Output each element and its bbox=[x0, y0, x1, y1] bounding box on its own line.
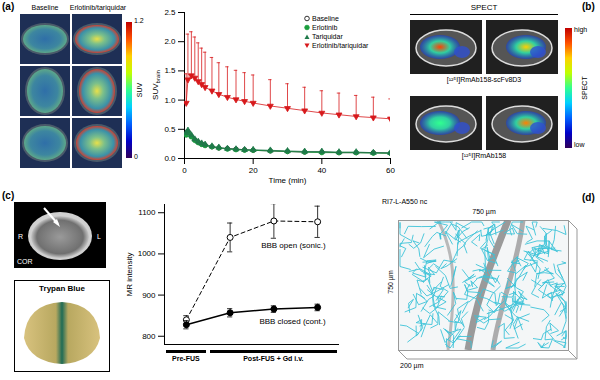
html-text:high: high bbox=[574, 26, 588, 33]
svg-text:1000: 1000 bbox=[138, 249, 156, 258]
html-text:Pre-FUS: Pre-FUS bbox=[172, 355, 200, 362]
html-text:750 µm: 750 µm bbox=[472, 208, 496, 215]
html-text:SUV: SUV bbox=[150, 83, 160, 100]
html-text:Post-FUS + Gd i.v.: Post-FUS + Gd i.v. bbox=[243, 355, 304, 362]
svg-text:1.0: 1.0 bbox=[164, 96, 176, 105]
html-text:RI7-L-A550 nc: RI7-L-A550 nc bbox=[382, 198, 428, 205]
svg-text:20: 20 bbox=[249, 166, 258, 175]
svg-text:800: 800 bbox=[142, 332, 156, 341]
svg-text:COR: COR bbox=[17, 258, 33, 265]
svg-text:0.5: 0.5 bbox=[164, 125, 176, 134]
html-text:brain: brain bbox=[155, 70, 162, 84]
html-text:(d): (d) bbox=[582, 192, 595, 203]
html-text:(c): (c) bbox=[2, 190, 15, 201]
html-text:Tariquidar: Tariquidar bbox=[312, 33, 343, 40]
svg-text:MR intensity: MR intensity bbox=[125, 252, 134, 296]
html-text:0: 0 bbox=[134, 153, 138, 160]
html-text:1.2: 1.2 bbox=[134, 17, 144, 24]
svg-text:1100: 1100 bbox=[138, 208, 156, 217]
svg-text:L: L bbox=[97, 233, 101, 240]
svg-text:Trypan Blue: Trypan Blue bbox=[39, 284, 85, 293]
html-text:[¹²⁵I]RmAb158: [¹²⁵I]RmAb158 bbox=[461, 152, 507, 159]
html-text:Erlotinib: Erlotinib bbox=[312, 24, 338, 31]
html-text:Erlotinib/tariquidar: Erlotinib/tariquidar bbox=[312, 42, 369, 49]
html-text:(a): (a) bbox=[2, 1, 15, 12]
svg-text:0.0: 0.0 bbox=[164, 154, 176, 163]
html-text:200 µm: 200 µm bbox=[400, 362, 424, 369]
svg-text:R: R bbox=[18, 233, 23, 240]
html-text:low: low bbox=[574, 141, 585, 148]
svg-text:Time (min): Time (min) bbox=[269, 176, 307, 185]
svg-text:BBB closed (cont.): BBB closed (cont.) bbox=[259, 317, 326, 326]
html-text:SPECT: SPECT bbox=[580, 76, 588, 100]
svg-text:2.5: 2.5 bbox=[164, 8, 176, 17]
svg-text:0: 0 bbox=[182, 166, 187, 175]
svg-text:2.0: 2.0 bbox=[164, 37, 176, 46]
html-text:Baseline: Baseline bbox=[31, 4, 59, 11]
html-text:(b): (b) bbox=[582, 1, 595, 12]
svg-text:1.5: 1.5 bbox=[164, 66, 176, 75]
html-text:SPECT: SPECT bbox=[470, 3, 498, 12]
svg-text:900: 900 bbox=[142, 291, 156, 300]
svg-text:BBB open (sonic.): BBB open (sonic.) bbox=[261, 241, 326, 250]
svg-text:60: 60 bbox=[386, 166, 395, 175]
html-text:[¹²⁵I]RmAb158-scFv8D3: [¹²⁵I]RmAb158-scFv8D3 bbox=[446, 76, 522, 83]
html-text:Erlotinib/tariquidar: Erlotinib/tariquidar bbox=[69, 4, 127, 11]
html-text:750 µm: 750 µm bbox=[386, 270, 394, 294]
html-text:SUV: SUV bbox=[135, 82, 143, 98]
html-text:Baseline: Baseline bbox=[312, 15, 339, 22]
svg-text:40: 40 bbox=[317, 166, 326, 175]
